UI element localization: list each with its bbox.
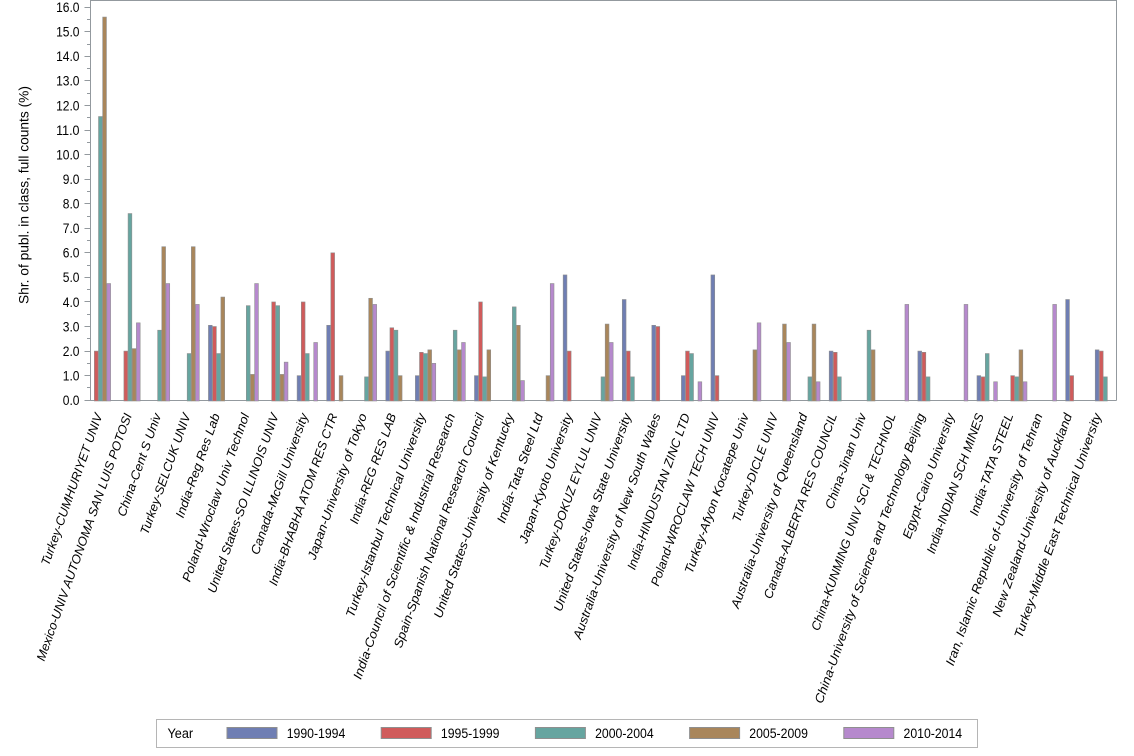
svg-text:Year: Year (168, 726, 194, 741)
svg-text:0.0: 0.0 (63, 393, 80, 408)
svg-text:11.0: 11.0 (56, 123, 79, 138)
svg-text:6.0: 6.0 (63, 246, 80, 261)
svg-text:12.0: 12.0 (56, 98, 79, 113)
svg-text:16.0: 16.0 (56, 0, 79, 15)
svg-text:5.0: 5.0 (63, 270, 80, 285)
svg-text:2005-2009: 2005-2009 (749, 726, 808, 741)
svg-text:7.0: 7.0 (63, 221, 80, 236)
svg-text:13.0: 13.0 (56, 74, 79, 89)
svg-text:2.0: 2.0 (63, 344, 80, 359)
svg-text:3.0: 3.0 (63, 319, 80, 334)
svg-text:2000-2004: 2000-2004 (595, 726, 654, 741)
svg-text:1995-1999: 1995-1999 (441, 726, 500, 741)
svg-text:Shr. of publ. in class, full c: Shr. of publ. in class, full counts (%) (17, 86, 32, 304)
svg-text:1990-1994: 1990-1994 (287, 726, 346, 741)
svg-text:15.0: 15.0 (56, 25, 79, 40)
svg-text:1.0: 1.0 (63, 368, 80, 383)
svg-text:14.0: 14.0 (56, 49, 79, 64)
svg-text:4.0: 4.0 (63, 295, 80, 310)
svg-text:9.0: 9.0 (63, 172, 80, 187)
svg-text:2010-2014: 2010-2014 (904, 726, 963, 741)
svg-text:8.0: 8.0 (63, 197, 80, 212)
svg-text:10.0: 10.0 (56, 147, 79, 162)
